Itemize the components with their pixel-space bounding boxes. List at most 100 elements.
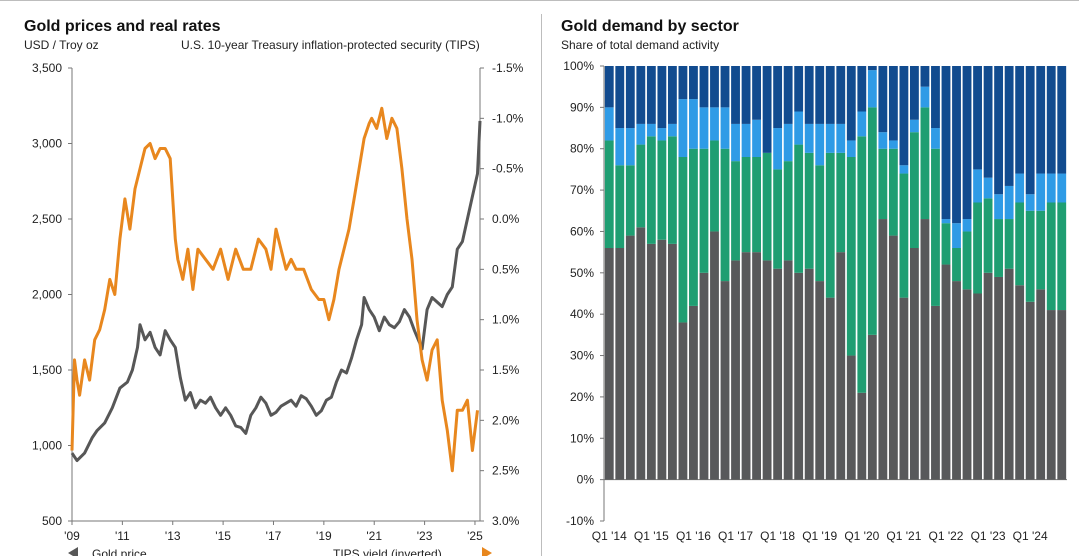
bar-segment-3 — [941, 219, 951, 224]
bar-segment-4 — [710, 66, 719, 108]
x-tick-label: '17 — [266, 529, 282, 543]
bar-segment-1 — [920, 219, 930, 480]
bar-segment-3 — [973, 169, 982, 203]
left-chart-y-label: USD / Troy oz — [24, 38, 99, 52]
right-chart-x-tick-label: Q1 '20 — [844, 529, 879, 543]
right-chart-subtitle: Share of total demand activity — [561, 38, 720, 52]
bar-segment-2 — [604, 140, 614, 248]
bar-segment-4 — [994, 66, 1004, 195]
bar-segment-4 — [1057, 66, 1067, 174]
bar-segment-3 — [615, 128, 625, 166]
bar-segment-3 — [667, 123, 677, 137]
right-chart-x-tick-label: Q1 '23 — [971, 529, 1006, 543]
right-chart-y-tick-label: 20% — [570, 390, 594, 404]
gold-price-legend-label: Gold price — [92, 547, 147, 556]
bar-segment-3 — [994, 194, 1004, 220]
right-y-tick-label: 2.0% — [492, 413, 520, 427]
right-y-tick-label: -1.0% — [492, 111, 524, 125]
right-chart-x-tick-label: Q1 '14 — [592, 529, 627, 543]
bar-segment-4 — [752, 66, 761, 120]
bar-segment-4 — [825, 66, 835, 124]
bar-segment-2 — [1015, 202, 1025, 286]
bar-segment-2 — [646, 136, 656, 244]
bar-segment-4 — [741, 66, 751, 124]
right-y-tick-label: 0.5% — [492, 262, 520, 276]
bar-segment-2 — [1036, 210, 1046, 290]
bar-segment-4 — [888, 66, 898, 141]
bar-segment-1 — [804, 268, 814, 480]
bar-segment-2 — [857, 136, 867, 393]
bar-segment-1 — [1015, 285, 1025, 480]
bar-segment-4 — [636, 66, 646, 124]
bar-segment-3 — [920, 86, 930, 108]
bar-segment-1 — [973, 293, 982, 480]
bar-segment-4 — [899, 66, 909, 166]
bar-segment-1 — [667, 243, 677, 480]
bar-segment-3 — [1036, 173, 1046, 211]
bar-segment-2 — [994, 219, 1004, 277]
right-chart-title: Gold demand by sector — [561, 18, 739, 35]
right-chart-x-tick-label: Q1 '17 — [718, 529, 753, 543]
right-chart-x-tick-label: Q1 '15 — [634, 529, 669, 543]
bar-segment-1 — [1036, 289, 1046, 480]
bar-segment-1 — [931, 305, 940, 480]
bar-segment-3 — [773, 128, 783, 170]
bar-segment-4 — [615, 66, 625, 129]
bar-segment-1 — [994, 276, 1004, 480]
bar-segment-2 — [920, 107, 930, 220]
bar-segment-3 — [657, 128, 667, 141]
right-chart-x-tick-label: Q1 '18 — [760, 529, 795, 543]
bar-segment-3 — [899, 165, 909, 174]
bar-segment-3 — [836, 123, 846, 153]
bar-segment-1 — [657, 239, 667, 480]
bar-segment-1 — [941, 264, 951, 480]
bar-segment-3 — [825, 123, 835, 153]
gold-price-legend-marker — [68, 547, 78, 556]
bar-segment-4 — [699, 66, 709, 108]
bar-segment-1 — [836, 252, 846, 480]
panel-divider — [541, 14, 542, 556]
bar-segment-2 — [941, 223, 951, 265]
bar-segment-4 — [720, 66, 730, 108]
bar-segment-3 — [867, 70, 877, 108]
bar-segment-3 — [720, 107, 730, 149]
bar-segment-1 — [710, 231, 719, 480]
bar-segment-1 — [699, 272, 709, 480]
bar-segment-4 — [973, 66, 982, 170]
right-chart-x-tick-label: Q1 '16 — [676, 529, 711, 543]
bar-segment-3 — [752, 119, 761, 157]
bar-segment-1 — [720, 281, 730, 480]
bar-segment-4 — [731, 66, 740, 124]
bar-segment-3 — [794, 111, 804, 145]
bar-segment-1 — [962, 289, 972, 480]
bar-segment-1 — [783, 260, 793, 480]
left-chart-title: Gold prices and real rates — [24, 18, 221, 35]
x-tick-label: '23 — [417, 529, 433, 543]
right-chart-y-tick-label: 70% — [570, 183, 594, 197]
bar-segment-1 — [604, 248, 614, 480]
bar-segment-1 — [625, 235, 635, 480]
bar-segment-3 — [983, 177, 993, 199]
right-chart-y-tick-label: 40% — [570, 307, 594, 321]
right-chart-y-tick-label: 0% — [577, 473, 595, 487]
bar-segment-4 — [920, 66, 930, 87]
tips-legend-label: TIPS yield (inverted) — [333, 547, 442, 556]
bar-segment-4 — [625, 66, 635, 129]
bar-segment-3 — [636, 123, 646, 145]
tips-yield-line — [70, 106, 479, 473]
bar-segment-3 — [699, 107, 709, 149]
right-chart-y-tick-label: 10% — [570, 431, 594, 445]
right-chart-x-tick-label: Q1 '21 — [886, 529, 921, 543]
bar-segment-4 — [773, 66, 783, 129]
bar-segment-4 — [1046, 66, 1056, 174]
bar-segment-1 — [1057, 310, 1067, 480]
x-tick-label: '11 — [115, 529, 130, 543]
right-chart-y-tick-label: 90% — [570, 100, 594, 114]
bar-segment-3 — [689, 99, 698, 149]
bar-segment-1 — [615, 248, 625, 480]
bar-segment-1 — [878, 219, 888, 480]
bar-segment-1 — [846, 355, 856, 480]
bar-segment-2 — [804, 152, 814, 269]
